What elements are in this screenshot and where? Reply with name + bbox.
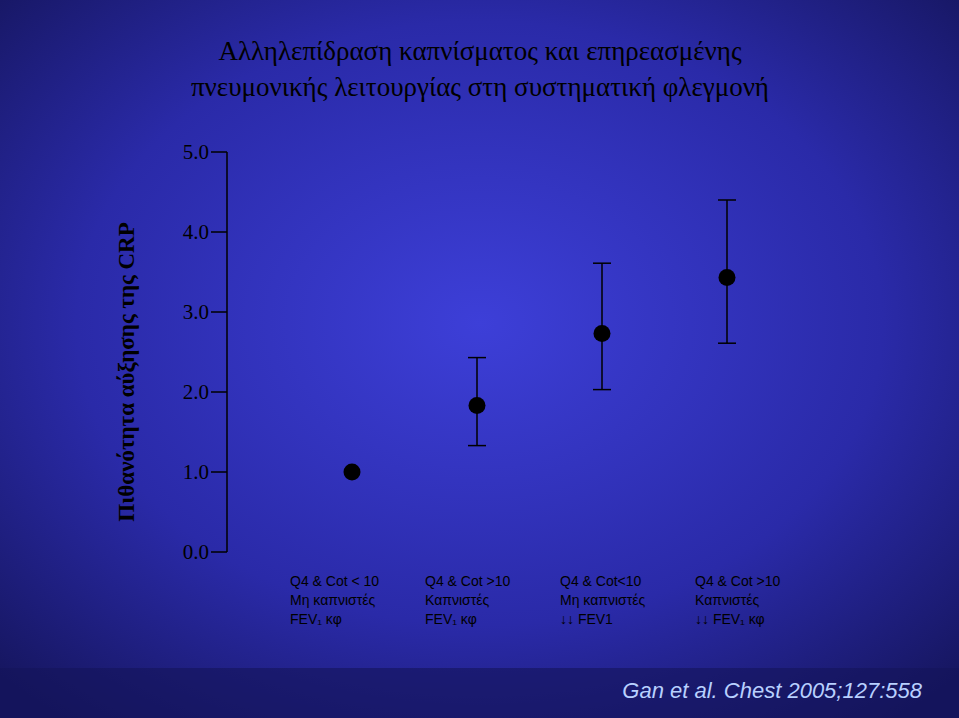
error-bar (468, 358, 486, 446)
x-tick-label-line: Καπνιστές (695, 592, 759, 608)
y-tick-label: 3.0 (183, 300, 209, 324)
y-tick-label: 4.0 (183, 220, 209, 244)
error-bar-cap (593, 262, 611, 264)
error-bar-cap (468, 357, 486, 359)
error-bar-cap (718, 342, 736, 344)
point (594, 325, 611, 342)
x-tick-label: Q4 & Cot<10 Μη καπνιστές ↓↓ FEV1 (560, 573, 645, 627)
x-tick-label-line: Μη καπνιστές (560, 592, 645, 608)
error-bar-cap (468, 445, 486, 447)
x-tick-label-line: Q4 & Cot<10 (560, 573, 642, 589)
y-axis-label: Πιθανότητα αύξησης της CRP (114, 222, 139, 521)
y-tick (211, 551, 227, 553)
title-line: Αλληλεπίδραση καπνίσματος και επηρεασμέν… (218, 36, 742, 66)
x-tick-label: Q4 & Cot >10 Καπνιστές ↓↓ FEV₁ κφ (695, 573, 780, 627)
point (344, 464, 361, 481)
x-tick-label-line: ↓↓ FEV₁ κφ (695, 611, 765, 627)
title-line: πνευμονικής λειτουργίας στη συστηματική … (191, 72, 769, 102)
x-tick-label-line: ↓↓ FEV1 (560, 611, 613, 627)
y-tick (211, 471, 227, 473)
source: Gan et al. Chest 2005;127:558 (622, 678, 922, 703)
y-tick (211, 391, 227, 393)
y-axis-line (226, 152, 228, 552)
x-tick-label: Q4 & Cot < 10 Μη καπνιστές FEV₁ κφ (290, 573, 379, 627)
x-tick-label-line: Καπνιστές (425, 592, 489, 608)
y-tick-label: 0.0 (183, 540, 209, 564)
y-tick-label: 5.0 (183, 140, 209, 164)
x-tick-label-line: Q4 & Cot < 10 (290, 573, 379, 589)
x-tick-label-line: Μη καπνιστές (290, 592, 375, 608)
x-tick-label-line: Q4 & Cot >10 (695, 573, 780, 589)
y-tick (211, 151, 227, 153)
y-tick-label: 1.0 (183, 460, 209, 484)
marks (344, 200, 737, 481)
error-bar (593, 263, 611, 389)
y-tick (211, 231, 227, 233)
x-tick-label-line: FEV₁ κφ (290, 611, 342, 627)
background (0, 0, 959, 718)
point (469, 397, 486, 414)
y-tick (211, 311, 227, 313)
chart: Αλληλεπίδραση καπνίσματος και επηρεασμέν… (0, 0, 959, 718)
x-tick-label: Q4 & Cot >10 Καπνιστές FEV₁ κφ (425, 573, 510, 627)
footer-band (0, 668, 959, 718)
point (719, 269, 736, 286)
error-bar-cap (593, 389, 611, 391)
error-bar (718, 200, 736, 343)
y-tick-label: 2.0 (183, 380, 209, 404)
title: Αλληλεπίδραση καπνίσματος και επηρεασμέν… (191, 36, 769, 102)
x-tick-label-line: Q4 & Cot >10 (425, 573, 510, 589)
error-bar-cap (718, 199, 736, 201)
x-tick-label-line: FEV₁ κφ (425, 611, 477, 627)
